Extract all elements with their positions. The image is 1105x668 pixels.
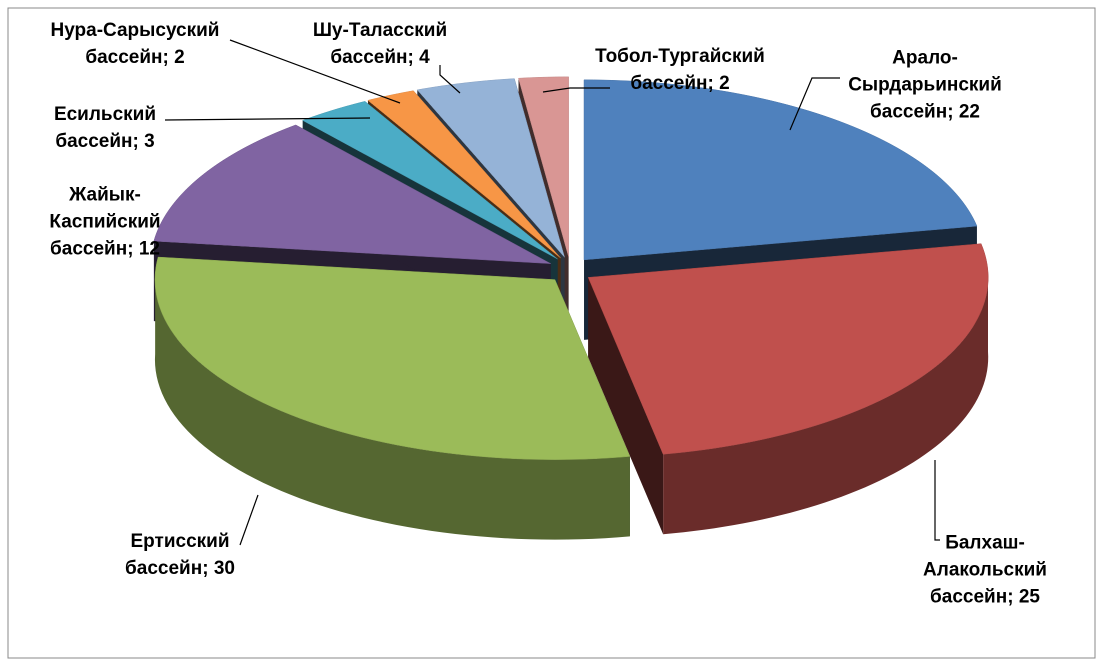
slice (153, 124, 551, 264)
leaders (164, 39, 940, 546)
data-label: Ертисский бассейн; 30 (125, 531, 235, 579)
data-label: Шу-Таласский бассейн; 4 (312, 20, 448, 68)
frame (7, 7, 1096, 659)
slice (154, 256, 631, 460)
data-label: Есильский бассейн; 3 (53, 104, 157, 152)
data-label: Балхаш-Алакольский бассейн; 25 (923, 532, 1047, 608)
slice-side (588, 277, 664, 535)
data-label: Жайык-Каспийский бассейн; 12 (49, 184, 161, 260)
slice (367, 90, 561, 259)
pie (153, 76, 989, 540)
slice (583, 79, 978, 261)
slice-wall (154, 273, 630, 540)
leader-line (239, 494, 259, 546)
slice (587, 243, 989, 455)
leader-line (164, 117, 371, 121)
slice (302, 101, 558, 260)
data-label: Тобол-Тургайский бассейн; 2 (595, 46, 765, 94)
leader-line (229, 39, 401, 104)
slice (416, 78, 565, 258)
leader-line (439, 65, 461, 94)
data-label: Нура-Сарысуский бассейн; 2 (50, 20, 220, 68)
data-label: Арало-Сырдарьинский бассейн; 22 (848, 47, 1002, 123)
leader-line (789, 77, 840, 131)
slice (518, 76, 569, 257)
leader-line (542, 87, 610, 93)
leader-line (934, 460, 940, 541)
slice-wall (663, 271, 989, 535)
